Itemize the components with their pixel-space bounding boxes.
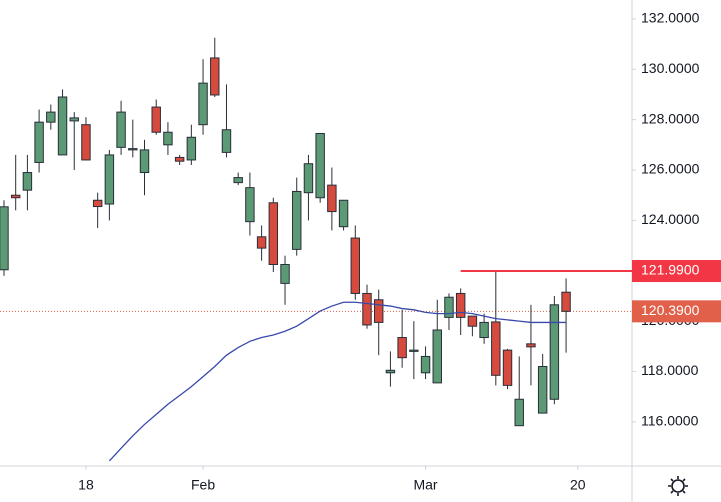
price-label-box [632,260,721,283]
moving-average-line [108,301,567,462]
candle-body [245,187,255,223]
candle-body [69,117,79,122]
x-tick-label: 18 [78,477,94,493]
candle-body [22,172,33,191]
y-tick-label: 126.0000 [641,161,700,177]
price-label-box [632,300,721,323]
y-tick-label: 132.0000 [641,10,700,26]
candle-body [561,291,571,312]
candle-body [467,315,478,327]
candle-body [198,82,208,126]
candle-body [362,292,372,326]
candle-body [34,121,44,163]
y-tick-label: 128.0000 [641,110,700,126]
candle-body [444,296,454,318]
candle-body [186,136,197,161]
candle-body [233,177,243,184]
candle-body [280,263,290,284]
settings-icon[interactable] [668,476,688,496]
candle-body [549,304,560,400]
candle-body [46,111,56,123]
candle-body [420,355,431,374]
y-tick-label: 116.0000 [641,413,699,429]
candle-body [0,206,9,271]
candle-body [479,321,489,339]
candle-body [537,366,548,414]
candle-body [491,321,501,376]
y-tick-label: 118.0000 [641,362,699,378]
candle-body [268,202,279,265]
candle-body [104,154,115,205]
candle-body [338,199,349,228]
candle-body [409,349,419,352]
candle-body [151,106,161,133]
candle-body [128,148,138,151]
candle-body [315,133,325,199]
candle-body [303,163,314,194]
candle-body [432,329,442,384]
price-label: 120.3900 [641,302,700,318]
candle-body [502,349,513,386]
candle-body [139,149,150,174]
candle-body [221,129,232,153]
candle-body [81,124,91,161]
candle-body [116,111,126,148]
candle-body [10,194,21,199]
price-label: 121.9900 [641,262,700,278]
candle-body [514,398,524,427]
candle-body [350,237,361,294]
candle-body [327,184,337,213]
candle-body [256,236,267,249]
candle-body [92,199,103,208]
x-tick-label: Mar [413,477,437,493]
candle-body [292,190,302,250]
candle-body [455,292,466,318]
candle-body [397,337,407,359]
x-tick-label: Feb [191,477,215,493]
candle-body [373,299,384,323]
y-tick-label: 130.0000 [641,60,700,76]
candle-body [385,369,396,374]
candle-body [526,343,536,348]
candle-body [57,96,68,156]
y-tick-label: 124.0000 [641,211,700,227]
candle-body [174,156,185,162]
x-tick-label: 20 [570,477,586,493]
candle-body [210,57,220,96]
candle-body [163,131,173,146]
